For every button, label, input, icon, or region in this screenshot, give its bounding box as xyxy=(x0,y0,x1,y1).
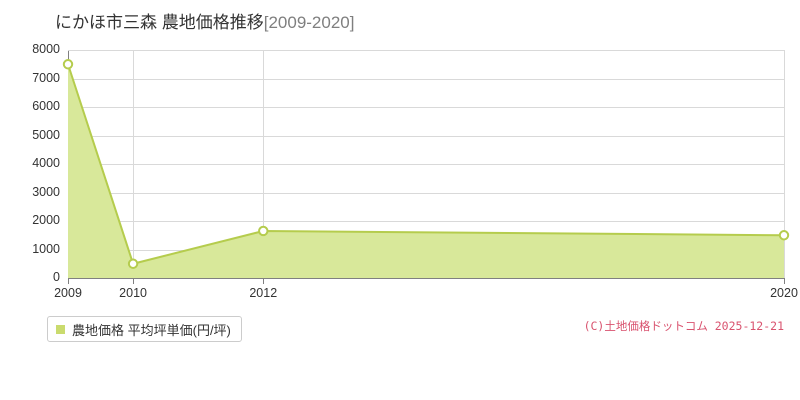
area-fill xyxy=(68,64,784,278)
x-tick-mark xyxy=(133,279,135,284)
data-point-marker xyxy=(258,225,269,237)
y-tick-label: 5000 xyxy=(32,127,60,142)
series-line xyxy=(67,63,785,265)
y-tick-label: 3000 xyxy=(32,184,60,199)
x-tick-mark xyxy=(784,279,785,284)
data-point-markers xyxy=(62,59,790,269)
chart-legend: 農地価格 平均坪単価(円/坪) xyxy=(47,316,242,342)
copyright-credit: (C)土地価格ドットコム 2025-12-21 xyxy=(583,319,784,333)
x-tick-label: 2010 xyxy=(119,286,147,300)
x-tick-label: 2020 xyxy=(770,286,798,300)
y-tick-label: 7000 xyxy=(32,70,60,85)
y-tick-label: 4000 xyxy=(32,156,60,170)
data-point-marker xyxy=(127,258,139,269)
y-tick-label: 0 xyxy=(53,270,60,284)
data-point-marker xyxy=(62,59,74,70)
gridline xyxy=(68,164,784,165)
gridline-vertical xyxy=(263,50,265,278)
x-tick-mark xyxy=(263,279,265,284)
chart-title-main: にかほ市三森 農地価格推移 xyxy=(55,13,264,32)
legend-label: 農地価格 平均坪単価(円/坪) xyxy=(72,322,231,338)
chart-title-range: [2009-2020] xyxy=(263,13,355,32)
y-tick-label: 8000 xyxy=(32,42,60,56)
gridline xyxy=(68,107,784,108)
y-tick-label: 1000 xyxy=(32,241,60,256)
gridline-vertical xyxy=(784,50,785,278)
y-tick-label: 2000 xyxy=(32,213,60,227)
chart-title: にかほ市三森 農地価格推移[2009-2020] xyxy=(55,8,354,33)
gridline-vertical xyxy=(133,50,135,278)
series-svg xyxy=(62,59,790,278)
y-tick-label: 6000 xyxy=(32,99,60,113)
data-point-marker xyxy=(778,230,790,241)
legend-swatch-icon xyxy=(56,324,65,334)
gridline xyxy=(68,78,784,80)
x-axis-line xyxy=(68,278,785,279)
gridline xyxy=(68,221,784,222)
x-tick-label: 2009 xyxy=(54,286,82,300)
x-tick-label: 2012 xyxy=(249,286,278,300)
gridline xyxy=(68,135,784,137)
gridline xyxy=(68,50,784,51)
x-tick-mark xyxy=(68,279,69,284)
gridline xyxy=(68,192,784,194)
plot-area xyxy=(62,50,790,278)
